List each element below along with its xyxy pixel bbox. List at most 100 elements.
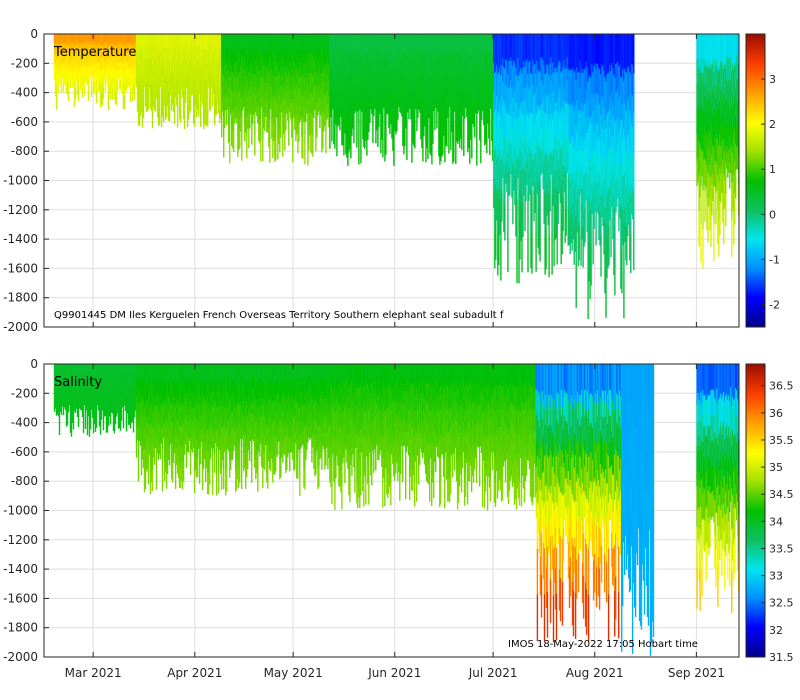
profile-cell (504, 68, 506, 104)
profile-cell (83, 370, 86, 378)
profile-cell (344, 100, 346, 117)
profile-cell (214, 418, 216, 437)
profile-cell (507, 192, 509, 233)
profile-cell (156, 61, 159, 76)
profile-cell (214, 94, 216, 110)
profile-cell (529, 34, 531, 61)
profile-cell (201, 385, 204, 407)
colorbar-swatch (746, 68, 765, 72)
profile-cell (193, 385, 196, 408)
profile-cell (119, 419, 122, 431)
profile-cell (620, 246, 622, 289)
profile-cell (104, 81, 107, 91)
profile-cell (267, 50, 269, 68)
profile-cell (223, 54, 225, 76)
profile-cell (211, 392, 213, 407)
profile-cell (349, 91, 351, 111)
profile-cell (197, 420, 200, 435)
profile-cell (582, 228, 584, 268)
profile-cell (58, 387, 61, 400)
profile-cell (364, 53, 366, 73)
colorbar-swatch (746, 160, 765, 164)
profile-cell (308, 53, 310, 74)
profile-cell (373, 61, 375, 76)
profile-cell (318, 98, 320, 112)
profile-cell (202, 69, 204, 82)
profile-cell (562, 165, 564, 199)
profile-cell (700, 72, 702, 111)
profile-cell (94, 63, 97, 72)
profile-cell (502, 105, 504, 131)
profile-cell (528, 117, 530, 146)
profile-cell (288, 89, 290, 109)
profile-cell (501, 127, 503, 160)
profile-cell (736, 78, 738, 102)
colorbar-swatch (746, 58, 765, 62)
profile-cell (296, 84, 298, 102)
profile-cell (311, 133, 313, 155)
profile-cell (359, 84, 361, 98)
profile-cell (214, 364, 216, 383)
profile-cell (351, 50, 353, 69)
profile-cell (60, 380, 63, 390)
profile-cell (83, 64, 86, 76)
profile-cell (71, 42, 74, 53)
profile-cell (152, 441, 155, 458)
profile-cell (590, 159, 592, 202)
profile-cell (335, 109, 337, 125)
profile-cell (299, 34, 301, 49)
profile-cell (156, 423, 159, 439)
profile-cell (195, 82, 197, 95)
profile-cell (127, 51, 130, 61)
profile-cell (469, 77, 471, 99)
profile-cell (709, 197, 711, 231)
profile-cell (626, 110, 628, 150)
profile-cell (68, 63, 71, 72)
profile-cell (737, 56, 739, 80)
profile-cell (393, 121, 395, 144)
profile-cell (74, 396, 77, 405)
profile-cell (384, 55, 386, 77)
profile-cell (708, 34, 710, 63)
profile-cell (102, 386, 105, 398)
colorbar-swatch (746, 48, 765, 52)
profile-cell (595, 139, 597, 175)
profile-cell (134, 34, 137, 43)
profile-cell (99, 70, 102, 84)
profile-cell (64, 42, 67, 52)
profile-cell (322, 110, 324, 130)
profile-cell (154, 434, 157, 449)
profile-cell (245, 116, 247, 133)
profile-cell (137, 95, 140, 111)
profile-cell (149, 46, 152, 60)
profile-cell (478, 34, 480, 47)
profile-cell (178, 425, 181, 447)
profile-cell (316, 120, 318, 138)
profile-cell (626, 72, 628, 112)
profile-cell (188, 86, 191, 101)
profile-cell (130, 403, 133, 414)
profile-cell (532, 34, 534, 60)
profile-cell (732, 34, 734, 64)
profile-cell (457, 88, 459, 108)
profile-cell (161, 61, 164, 76)
profile-cell (337, 49, 339, 66)
profile-cell (450, 34, 452, 54)
profile-cell (404, 90, 406, 109)
profile-cell (703, 134, 705, 160)
profile-cell (730, 57, 732, 81)
colorbar-swatch (746, 268, 765, 272)
profile-cell (435, 83, 437, 96)
profile-cell (252, 49, 254, 65)
profile-cell (255, 47, 257, 61)
profile-cell (441, 54, 443, 76)
profile-cell (288, 108, 290, 128)
profile-cell (578, 222, 580, 261)
profile-cell (196, 34, 198, 49)
colorbar-swatch (746, 190, 765, 194)
profile-cell (381, 104, 383, 123)
profile-cell (105, 70, 108, 79)
profile-cell (309, 50, 311, 69)
profile-cell (68, 398, 71, 406)
profile-cell (206, 385, 209, 408)
